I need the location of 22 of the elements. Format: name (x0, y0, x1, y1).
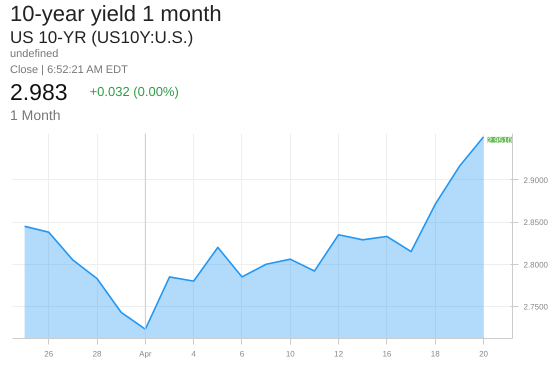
x-tick-label: 16 (382, 350, 392, 358)
y-tick-label: 2.8000 (524, 260, 549, 270)
text: undefined (10, 48, 58, 61)
x-tick-label: 12 (334, 350, 344, 358)
x-tick-label: 26 (44, 350, 54, 358)
chart-title: 10-year yield 1 month (10, 0, 222, 28)
chart-subtitle: US 10-YR (US10Y:U.S.) (10, 28, 194, 48)
y-tick-label: 2.8500 (524, 218, 549, 228)
y-tick-label: 2.9000 (524, 176, 549, 185)
text: 2.983 (10, 79, 68, 105)
x-tick-label: 20 (479, 350, 489, 358)
text: +0.032 (0.00%) (90, 83, 179, 101)
x-tick-label: Apr (139, 350, 152, 358)
x-tick-label: 4 (191, 350, 196, 358)
y-tick-label: 2.7500 (524, 302, 549, 312)
text: Close | 6:52:21 AM EDT (10, 63, 128, 78)
x-tick-label: 10 (286, 350, 296, 358)
x-tick-label: 6 (240, 350, 245, 358)
text: 1 Month (10, 106, 61, 125)
x-tick-label: 28 (92, 350, 102, 358)
x-tick-label: 18 (430, 350, 440, 358)
data-label: 2.9510 (488, 136, 513, 145)
